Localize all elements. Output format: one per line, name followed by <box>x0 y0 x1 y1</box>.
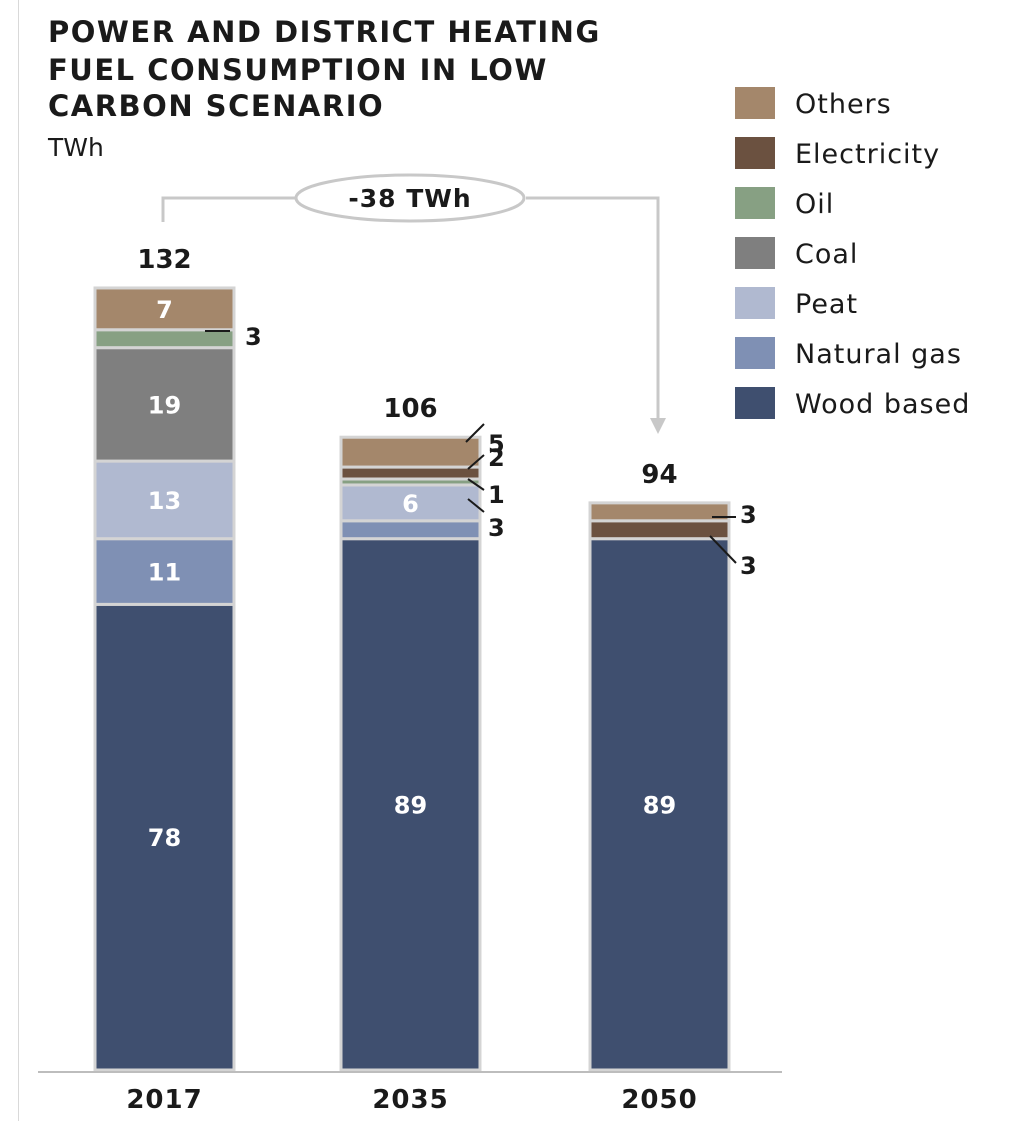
value-label-2017-oil: 3 <box>245 323 262 351</box>
legend-label-oil: Oil <box>795 189 834 220</box>
value-label-2017-others: 7 <box>156 296 173 324</box>
legend-label-peat: Peat <box>795 289 858 320</box>
value-label-2050-electricity: 3 <box>740 552 757 580</box>
x-tick-2050: 2050 <box>621 1085 697 1115</box>
difference-badge <box>294 173 526 223</box>
total-label-2035: 106 <box>383 394 437 424</box>
value-label-2050-others: 3 <box>740 501 757 529</box>
callout-line-2035-oil <box>467 478 485 491</box>
difference-connector <box>161 196 660 424</box>
legend-label-electricity: Electricity <box>795 139 940 170</box>
chart-title-line-1: POWER AND DISTRICT HEATING <box>48 15 601 49</box>
total-label-2050: 94 <box>641 460 677 490</box>
callout-line-2050-electricity <box>709 535 737 564</box>
callout-line-2035-electricity <box>467 454 485 470</box>
value-label-2035-wood-based: 89 <box>394 791 427 819</box>
bar-2035-others <box>339 435 482 469</box>
legend-label-wood-based: Wood based <box>795 389 970 420</box>
difference-label: -38 TWh <box>348 184 471 213</box>
value-label-2017-natural-gas: 11 <box>148 559 181 587</box>
chart-title-line-3: CARBON SCENARIO <box>48 89 384 123</box>
legend-swatch-others <box>735 87 775 119</box>
legend-swatch-electricity <box>735 137 775 169</box>
bar-2050-wood-based <box>588 537 731 1072</box>
bar-2017-others <box>93 286 236 332</box>
callout-line-2035-others <box>465 423 485 443</box>
left-rule <box>18 0 19 1121</box>
legend: Others Electricity Oil Coal Peat Natural gas W… <box>735 87 970 420</box>
legend-swatch-oil <box>735 187 775 219</box>
bar-2050-electricity <box>588 519 731 541</box>
value-label-2035-oil: 1 <box>488 481 505 509</box>
legend-label-coal: Coal <box>795 239 858 270</box>
value-label-2035-peat: 6 <box>402 490 419 518</box>
value-label-2017-peat: 13 <box>148 487 181 515</box>
legend-swatch-peat <box>735 287 775 319</box>
bar-2050-others <box>588 501 731 523</box>
value-label-2050-wood-based: 89 <box>643 791 676 819</box>
bar-2035-electricity <box>339 465 482 481</box>
bar-2035-natural-gas <box>339 519 482 541</box>
annotations-group: 78 11 13 19 3 7 132 2017 89 3 6 1 25 106 2035 89 3 3 94 205… <box>126 173 757 1115</box>
chart-title-line-2: FUEL CONSUMPTION IN LOW <box>48 53 548 87</box>
value-label-2035-others: 5 <box>488 430 505 458</box>
value-label-2017-coal: 19 <box>148 391 181 419</box>
difference-arrowhead <box>650 418 666 434</box>
x-tick-2017: 2017 <box>126 1085 202 1115</box>
value-label-2017-wood-based: 78 <box>148 824 181 852</box>
value-label-2035-electricity: 2 <box>488 444 505 472</box>
total-label-2017: 132 <box>137 245 191 275</box>
bars-group <box>93 286 731 1072</box>
legend-swatch-natural-gas <box>735 337 775 369</box>
unit-label: TWh <box>47 133 104 162</box>
legend-label-others: Others <box>795 89 892 120</box>
x-tick-2035: 2035 <box>372 1085 448 1115</box>
value-label-2035-natural-gas: 3 <box>488 514 505 542</box>
bar-2017-oil <box>93 328 236 350</box>
bar-2017-wood-based <box>93 602 236 1072</box>
bar-2035-peat <box>339 483 482 523</box>
legend-swatch-coal <box>735 237 775 269</box>
bar-2017-coal <box>93 346 236 463</box>
legend-swatch-wood-based <box>735 387 775 419</box>
callout-line-2035-natural-gas <box>467 498 485 513</box>
legend-label-natural-gas: Natural gas <box>795 339 962 370</box>
